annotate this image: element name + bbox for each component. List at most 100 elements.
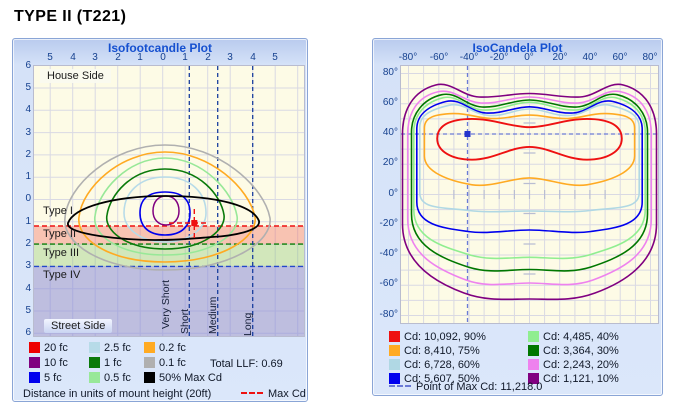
- legend-swatch-50pct: [389, 373, 400, 384]
- legend-swatch-50pct-max-cd: [144, 372, 155, 383]
- max-cd-dash-sample: [389, 385, 411, 387]
- contour-10pct: [401, 83, 658, 301]
- isocandela-panel: IsoCandela Plot -80° -60° -40° -20° 0° 2…: [372, 38, 663, 396]
- legend-item: 50% Max Cd: [144, 372, 222, 384]
- legend-label: Cd: 10,092, 90%: [404, 331, 486, 343]
- legend-swatch-10fc: [29, 357, 40, 368]
- contour-0.2fc: [78, 151, 256, 263]
- type-ii-label: Type II: [43, 228, 77, 240]
- x-axis-tick: 0°: [524, 52, 534, 63]
- y-axis-tick: 0°: [388, 188, 398, 199]
- house-side-label: House Side: [40, 69, 111, 83]
- x-axis-tick: -60°: [429, 52, 449, 63]
- legend-swatch-20fc: [29, 342, 40, 353]
- legend-item: Cd: 8,410, 75%: [389, 345, 480, 357]
- legend-item: Cd: 10,092, 90%: [389, 331, 486, 343]
- legend-swatch-60pct: [389, 359, 400, 370]
- y-axis-tick: -20°: [379, 218, 398, 229]
- y-axis-tick: 2: [25, 238, 31, 249]
- legend-item: Cd: 6,728, 60%: [389, 359, 480, 371]
- point-of-max-cd: [464, 131, 471, 137]
- legend-label: 20 fc: [44, 342, 68, 354]
- legend-item: 0.2 fc: [144, 342, 186, 354]
- contour-60pct: [419, 103, 640, 213]
- legend-label: 0.1 fc: [159, 357, 186, 369]
- y-axis-tick: 0: [25, 193, 31, 204]
- y-axis-tick: 20°: [382, 157, 398, 168]
- max-cd-label: Max Cd: [268, 388, 306, 400]
- x-axis-tick: 0: [160, 52, 166, 63]
- max-cd-dash-sample: [241, 392, 263, 394]
- y-axis-tick: 6: [25, 327, 31, 338]
- isocandela-plot-title: IsoCandela Plot: [472, 41, 563, 55]
- x-axis-tick: 60°: [612, 52, 628, 63]
- legend-item: 20 fc: [29, 342, 68, 354]
- y-axis-tick: 2: [25, 149, 31, 160]
- isofootcandle-panel: Isofootcandle Plot 5 4 3 2 1 0 1 2 3 4 5…: [12, 38, 308, 402]
- x-axis-tick: 5: [47, 52, 53, 63]
- y-axis-tick: -40°: [379, 248, 398, 259]
- legend-swatch-20pct: [528, 359, 539, 370]
- y-axis-tick: -80°: [379, 309, 398, 320]
- y-axis-tick: 4: [25, 104, 31, 115]
- total-llf-value: Total LLF: 0.69: [210, 358, 283, 370]
- legend-swatch-40pct: [528, 331, 539, 342]
- legend-label: 5 fc: [44, 372, 62, 384]
- legend-label: 1 fc: [104, 357, 122, 369]
- isofootcandle-contours: [34, 66, 304, 336]
- legend-label: Cd: 5,607, 50%: [404, 373, 480, 385]
- axis-units-footnote: Distance in units of mount height (20ft): [23, 388, 212, 400]
- distribution-label-long: Long: [242, 312, 254, 336]
- legend-swatch-1fc: [89, 357, 100, 368]
- contour-0.5fc: [94, 157, 238, 256]
- isofootcandle-plot-area: House Side Street Side Type I Type II Ty…: [33, 65, 305, 337]
- y-axis-tick: 60°: [382, 97, 398, 108]
- y-axis-tick: 40°: [382, 127, 398, 138]
- legend-label: Cd: 1,121, 10%: [543, 373, 619, 385]
- legend-label: Cd: 3,364, 30%: [543, 345, 619, 357]
- y-axis-tick: 3: [25, 260, 31, 271]
- contour-50pct-max-cd: [67, 195, 260, 241]
- type-iii-label: Type III: [43, 247, 80, 259]
- legend-swatch-0.5fc: [89, 372, 100, 383]
- x-axis-tick: -20°: [489, 52, 509, 63]
- legend-label: Cd: 6,728, 60%: [404, 359, 480, 371]
- legend-label: 0.5 fc: [104, 372, 131, 384]
- y-axis-tick: -60°: [379, 278, 398, 289]
- legend-label: 2.5 fc: [104, 342, 131, 354]
- x-axis-tick: -40°: [459, 52, 479, 63]
- legend-swatch-2.5fc: [89, 342, 100, 353]
- x-axis-tick: 1: [137, 52, 143, 63]
- x-axis-tick: 3: [227, 52, 233, 63]
- legend-item: Cd: 3,364, 30%: [528, 345, 619, 357]
- legend-item: 10 fc: [29, 357, 68, 369]
- contour-75pct: [423, 112, 636, 187]
- legend-swatch-0.2fc: [144, 342, 155, 353]
- legend-item: Cd: 5,607, 50%: [389, 373, 480, 385]
- legend-item: Cd: 1,121, 10%: [528, 373, 619, 385]
- legend-swatch-0.1fc: [144, 357, 155, 368]
- legend-swatch-5fc: [29, 372, 40, 383]
- y-axis-tick: 3: [25, 127, 31, 138]
- page-title: TYPE II (T221): [14, 8, 127, 25]
- y-axis-tick: 5: [25, 82, 31, 93]
- legend-swatch-30pct: [528, 345, 539, 356]
- legend-label: 50% Max Cd: [159, 372, 222, 384]
- distribution-label-very-short: Very Short: [160, 279, 172, 329]
- type-iv-label: Type IV: [43, 269, 81, 281]
- point-of-max-cd-label: Point of Max Cd: 11,218.0: [416, 381, 543, 393]
- legend-label: Cd: 8,410, 75%: [404, 345, 480, 357]
- contour-1fc: [106, 168, 225, 250]
- legend-label: 10 fc: [44, 357, 68, 369]
- contour-30pct: [410, 93, 649, 272]
- max-cd-point: [191, 220, 198, 226]
- contour-40pct: [413, 96, 646, 260]
- y-axis-tick: 1: [25, 171, 31, 182]
- y-axis-tick: 4: [25, 283, 31, 294]
- x-axis-tick: 20°: [552, 52, 568, 63]
- x-axis-tick: 4: [250, 52, 256, 63]
- x-axis-tick: 4: [70, 52, 76, 63]
- legend-label: Cd: 2,243, 20%: [543, 359, 619, 371]
- legend-label: 0.2 fc: [159, 342, 186, 354]
